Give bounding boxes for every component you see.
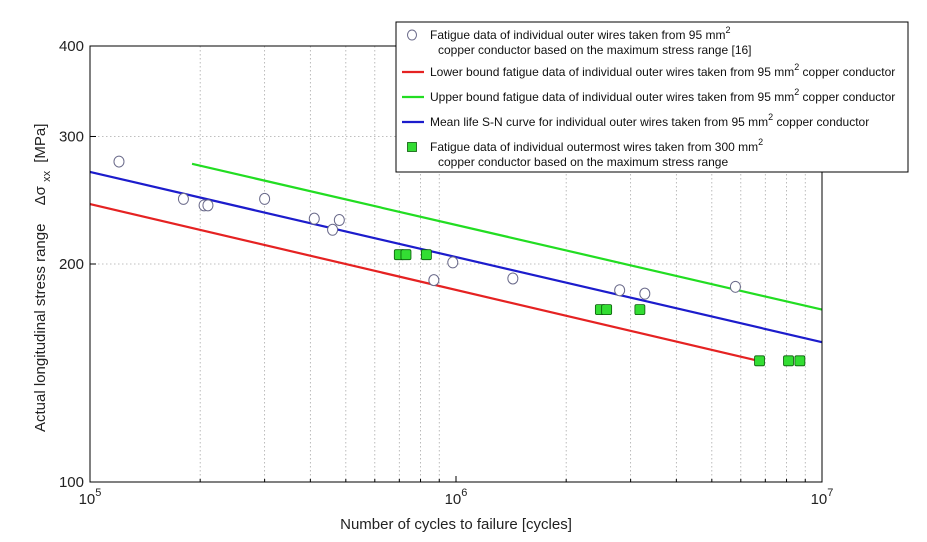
data-point-circle: [428, 274, 440, 287]
y-tick-label: 200: [59, 256, 84, 273]
series-line: [191, 162, 823, 311]
legend-entry-text: Fatigue data of individual outermost wir…: [430, 137, 763, 154]
x-tick-label: 107: [811, 487, 834, 508]
legend-square-swatch: [407, 142, 417, 152]
x-tick-base: 10: [445, 491, 462, 508]
legend-text-main: Mean life S-N curve for individual outer…: [430, 115, 768, 129]
series-layer: [89, 155, 823, 367]
data-point-circle: [259, 192, 271, 205]
legend-entry-text: Upper bound fatigue data of individual o…: [430, 87, 895, 104]
y-tick-label: 400: [59, 38, 84, 55]
x-tick-base: 10: [79, 491, 96, 508]
data-point-circle: [639, 287, 651, 300]
y-tick-label: 100: [59, 474, 84, 491]
y-axis-label-unit: [MPa]: [32, 124, 49, 163]
legend-entry-text: Fatigue data of individual outer wires t…: [430, 25, 731, 42]
data-point-circle: [447, 256, 459, 269]
series-line: [89, 170, 823, 344]
legend-text-main: copper conductor based on the maximum st…: [438, 43, 752, 57]
legend-entry-text: copper conductor based on the maximum st…: [438, 43, 752, 57]
legend-entry-text: Mean life S-N curve for individual outer…: [430, 112, 869, 129]
legend-entry-text: copper conductor based on the maximum st…: [438, 155, 728, 169]
legend-text-superscript: 2: [794, 87, 799, 97]
y-axis-label: Actual longitudinal stress range Δσ xx […: [32, 124, 54, 432]
data-point-square: [420, 249, 432, 261]
x-tick-label: 105: [79, 487, 102, 508]
y-axis-ticks: 100 200 300 400: [59, 38, 96, 491]
x-tick-exponent: 6: [461, 487, 467, 499]
legend: Fatigue data of individual outer wires t…: [395, 21, 909, 173]
legend-text-superscript: 2: [758, 137, 763, 147]
legend-circle-swatch: [407, 29, 417, 41]
legend-text-main: Fatigue data of individual outer wires t…: [430, 28, 725, 42]
data-point-circle: [333, 214, 345, 227]
data-point-circle: [507, 272, 519, 285]
series-line: [89, 202, 759, 362]
legend-text-main: Upper bound fatigue data of individual o…: [430, 90, 794, 104]
x-tick-base: 10: [811, 491, 828, 508]
legend-text-after: copper conductor: [799, 65, 895, 79]
data-point-circle: [177, 192, 189, 205]
y-axis-label-group: Actual longitudinal stress range Δσ xx […: [32, 124, 54, 432]
y-axis-label-symbol: Δσ: [32, 185, 49, 205]
legend-entry-text: Lower bound fatigue data of individual o…: [430, 62, 895, 79]
legend-text-after: copper conductor: [773, 115, 869, 129]
x-tick-exponent: 7: [827, 487, 833, 499]
data-point-circle: [614, 284, 626, 297]
data-point-circle: [327, 223, 339, 236]
legend-text-after: copper conductor: [799, 90, 895, 104]
data-point-circle: [308, 212, 320, 225]
legend-text-superscript: 2: [794, 62, 799, 72]
legend-text-main: copper conductor based on the maximum st…: [438, 155, 728, 169]
y-tick-label: 300: [59, 128, 84, 145]
legend-box: [395, 21, 909, 173]
legend-text-main: Fatigue data of individual outermost wir…: [430, 140, 758, 154]
x-axis-label: Number of cycles to failure [cycles]: [340, 516, 572, 533]
x-tick-label: 106: [445, 487, 468, 508]
data-point-square: [794, 355, 806, 367]
data-point-circle: [202, 199, 214, 212]
data-point-circle: [729, 280, 741, 293]
legend-text-superscript: 2: [768, 112, 773, 122]
data-point-square: [783, 355, 794, 367]
x-tick-exponent: 5: [95, 487, 101, 499]
x-axis-ticks: 105 106 107: [79, 476, 834, 508]
data-point-square: [400, 249, 412, 261]
data-point-circle: [113, 155, 125, 168]
data-point-square: [634, 304, 646, 316]
data-point-square: [754, 355, 765, 367]
legend-text-superscript: 2: [725, 25, 730, 35]
data-point-square: [601, 304, 613, 316]
y-axis-label-subscript: xx: [41, 170, 53, 182]
legend-text-main: Lower bound fatigue data of individual o…: [430, 65, 794, 79]
y-axis-label-text: Actual longitudinal stress range: [32, 224, 49, 432]
